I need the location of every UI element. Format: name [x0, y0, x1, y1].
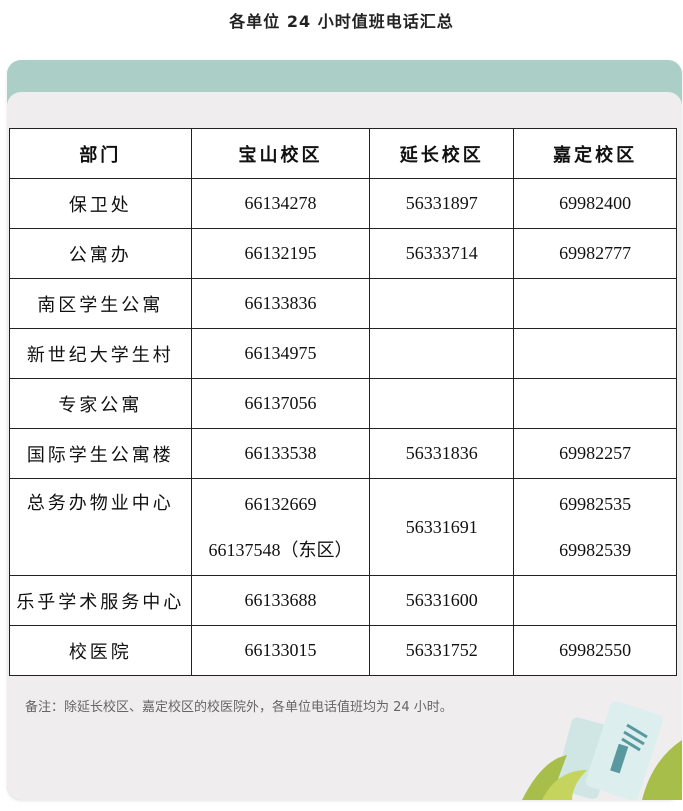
yanchang-cell — [369, 378, 515, 429]
baoshan-cell: 66133836 — [190, 278, 371, 329]
jiading-cell — [513, 575, 677, 626]
table-row: 新世纪大学生村 66134975 — [9, 328, 677, 379]
dept-cell: 专家公寓 — [9, 378, 192, 429]
phone-number: 66133015 — [244, 640, 317, 660]
baoshan-cell: 66134278 — [190, 178, 371, 229]
yanchang-cell: 56331897 — [369, 178, 515, 229]
dept-cell: 国际学生公寓楼 — [9, 428, 192, 479]
phone-number: 66132195 — [244, 243, 317, 263]
dept-cell: 校医院 — [9, 625, 192, 676]
baoshan-cell: 66132195 — [190, 228, 371, 279]
phone-number: 66133688 — [244, 590, 317, 610]
dept-cell: 乐乎学术服务中心 — [9, 575, 192, 626]
jiading-cell — [513, 278, 677, 329]
dept-cell: 保卫处 — [9, 178, 192, 229]
yanchang-cell: 56331836 — [369, 428, 515, 479]
jiading-cell: 69982400 — [513, 178, 677, 229]
table-row: 专家公寓 66137056 — [9, 378, 677, 429]
yanchang-cell — [369, 278, 515, 329]
header-dept: 部门 — [9, 128, 192, 179]
phone-number: 66134278 — [244, 193, 317, 213]
jiading-cell: 69982535 69982539 — [513, 478, 677, 576]
yanchang-cell: 56333714 — [369, 228, 515, 279]
dept-cell: 南区学生公寓 — [9, 278, 192, 329]
jiading-cell — [513, 378, 677, 429]
yanchang-cell: 56331600 — [369, 575, 515, 626]
baoshan-cell: 66137056 — [190, 378, 371, 429]
phone-number: 69982400 — [559, 193, 632, 213]
table-row: 校医院 66133015 56331752 69982550 — [9, 625, 677, 676]
table-row: 国际学生公寓楼 66133538 56331836 69982257 — [9, 428, 677, 479]
phone-number: 66133538 — [244, 443, 317, 463]
phone-number: 66137056 — [244, 393, 317, 413]
dept-cell: 公寓办 — [9, 228, 192, 279]
header-jiading: 嘉定校区 — [513, 128, 677, 179]
table-row: 总务办物业中心 66132669 66137548（东区） 56331691 69982… — [9, 478, 677, 576]
phone-number: 69982257 — [559, 443, 632, 463]
baoshan-cell: 66134975 — [190, 328, 371, 379]
page-title: 各单位 24 小时值班电话汇总 — [229, 12, 454, 31]
phone-number: 69982539 — [559, 540, 632, 560]
header-baoshan: 宝山校区 — [190, 128, 371, 179]
table-row: 乐乎学术服务中心 66133688 56331600 — [9, 575, 677, 626]
yanchang-cell: 56331691 — [369, 478, 515, 576]
baoshan-cell: 66132669 66137548（东区） — [190, 478, 371, 576]
jiading-cell: 69982777 — [513, 228, 677, 279]
phone-number: 66133836 — [244, 293, 317, 313]
phone-number: 66132669 — [244, 494, 317, 514]
jiading-cell — [513, 328, 677, 379]
baoshan-cell: 66133538 — [190, 428, 371, 479]
dept-cell: 总务办物业中心 — [9, 478, 192, 576]
phone-number: 69982550 — [559, 640, 632, 660]
table-header-row: 部门 宝山校区 延长校区 嘉定校区 — [9, 128, 677, 179]
table-row: 公寓办 66132195 56333714 69982777 — [9, 228, 677, 279]
jiading-cell: 69982257 — [513, 428, 677, 479]
table-row: 保卫处 66134278 56331897 69982400 — [9, 178, 677, 229]
phone-number: 69982535 — [559, 494, 632, 514]
baoshan-cell: 66133015 — [190, 625, 371, 676]
yanchang-cell — [369, 328, 515, 379]
phone-number: 66137548（东区） — [208, 540, 353, 560]
table-row: 南区学生公寓 66133836 — [9, 278, 677, 329]
documents-and-leaves-illustration-icon — [522, 701, 682, 800]
header-yanchang: 延长校区 — [369, 128, 515, 179]
dept-cell: 新世纪大学生村 — [9, 328, 192, 379]
phone-number: 69982777 — [559, 243, 632, 263]
card-panel: 部门 宝山校区 延长校区 嘉定校区 保卫处 66134278 56331897 699… — [7, 92, 682, 800]
baoshan-cell: 66133688 — [190, 575, 371, 626]
card: 部门 宝山校区 延长校区 嘉定校区 保卫处 66134278 56331897 699… — [7, 60, 682, 800]
jiading-cell: 69982550 — [513, 625, 677, 676]
footnote: 备注：除延长校区、嘉定校区的校医院外，各单位电话值班均为 24 小时。 — [25, 700, 453, 715]
phone-table: 部门 宝山校区 延长校区 嘉定校区 保卫处 66134278 56331897 699… — [9, 128, 677, 676]
phone-number: 66134975 — [244, 343, 317, 363]
yanchang-cell: 56331752 — [369, 625, 515, 676]
